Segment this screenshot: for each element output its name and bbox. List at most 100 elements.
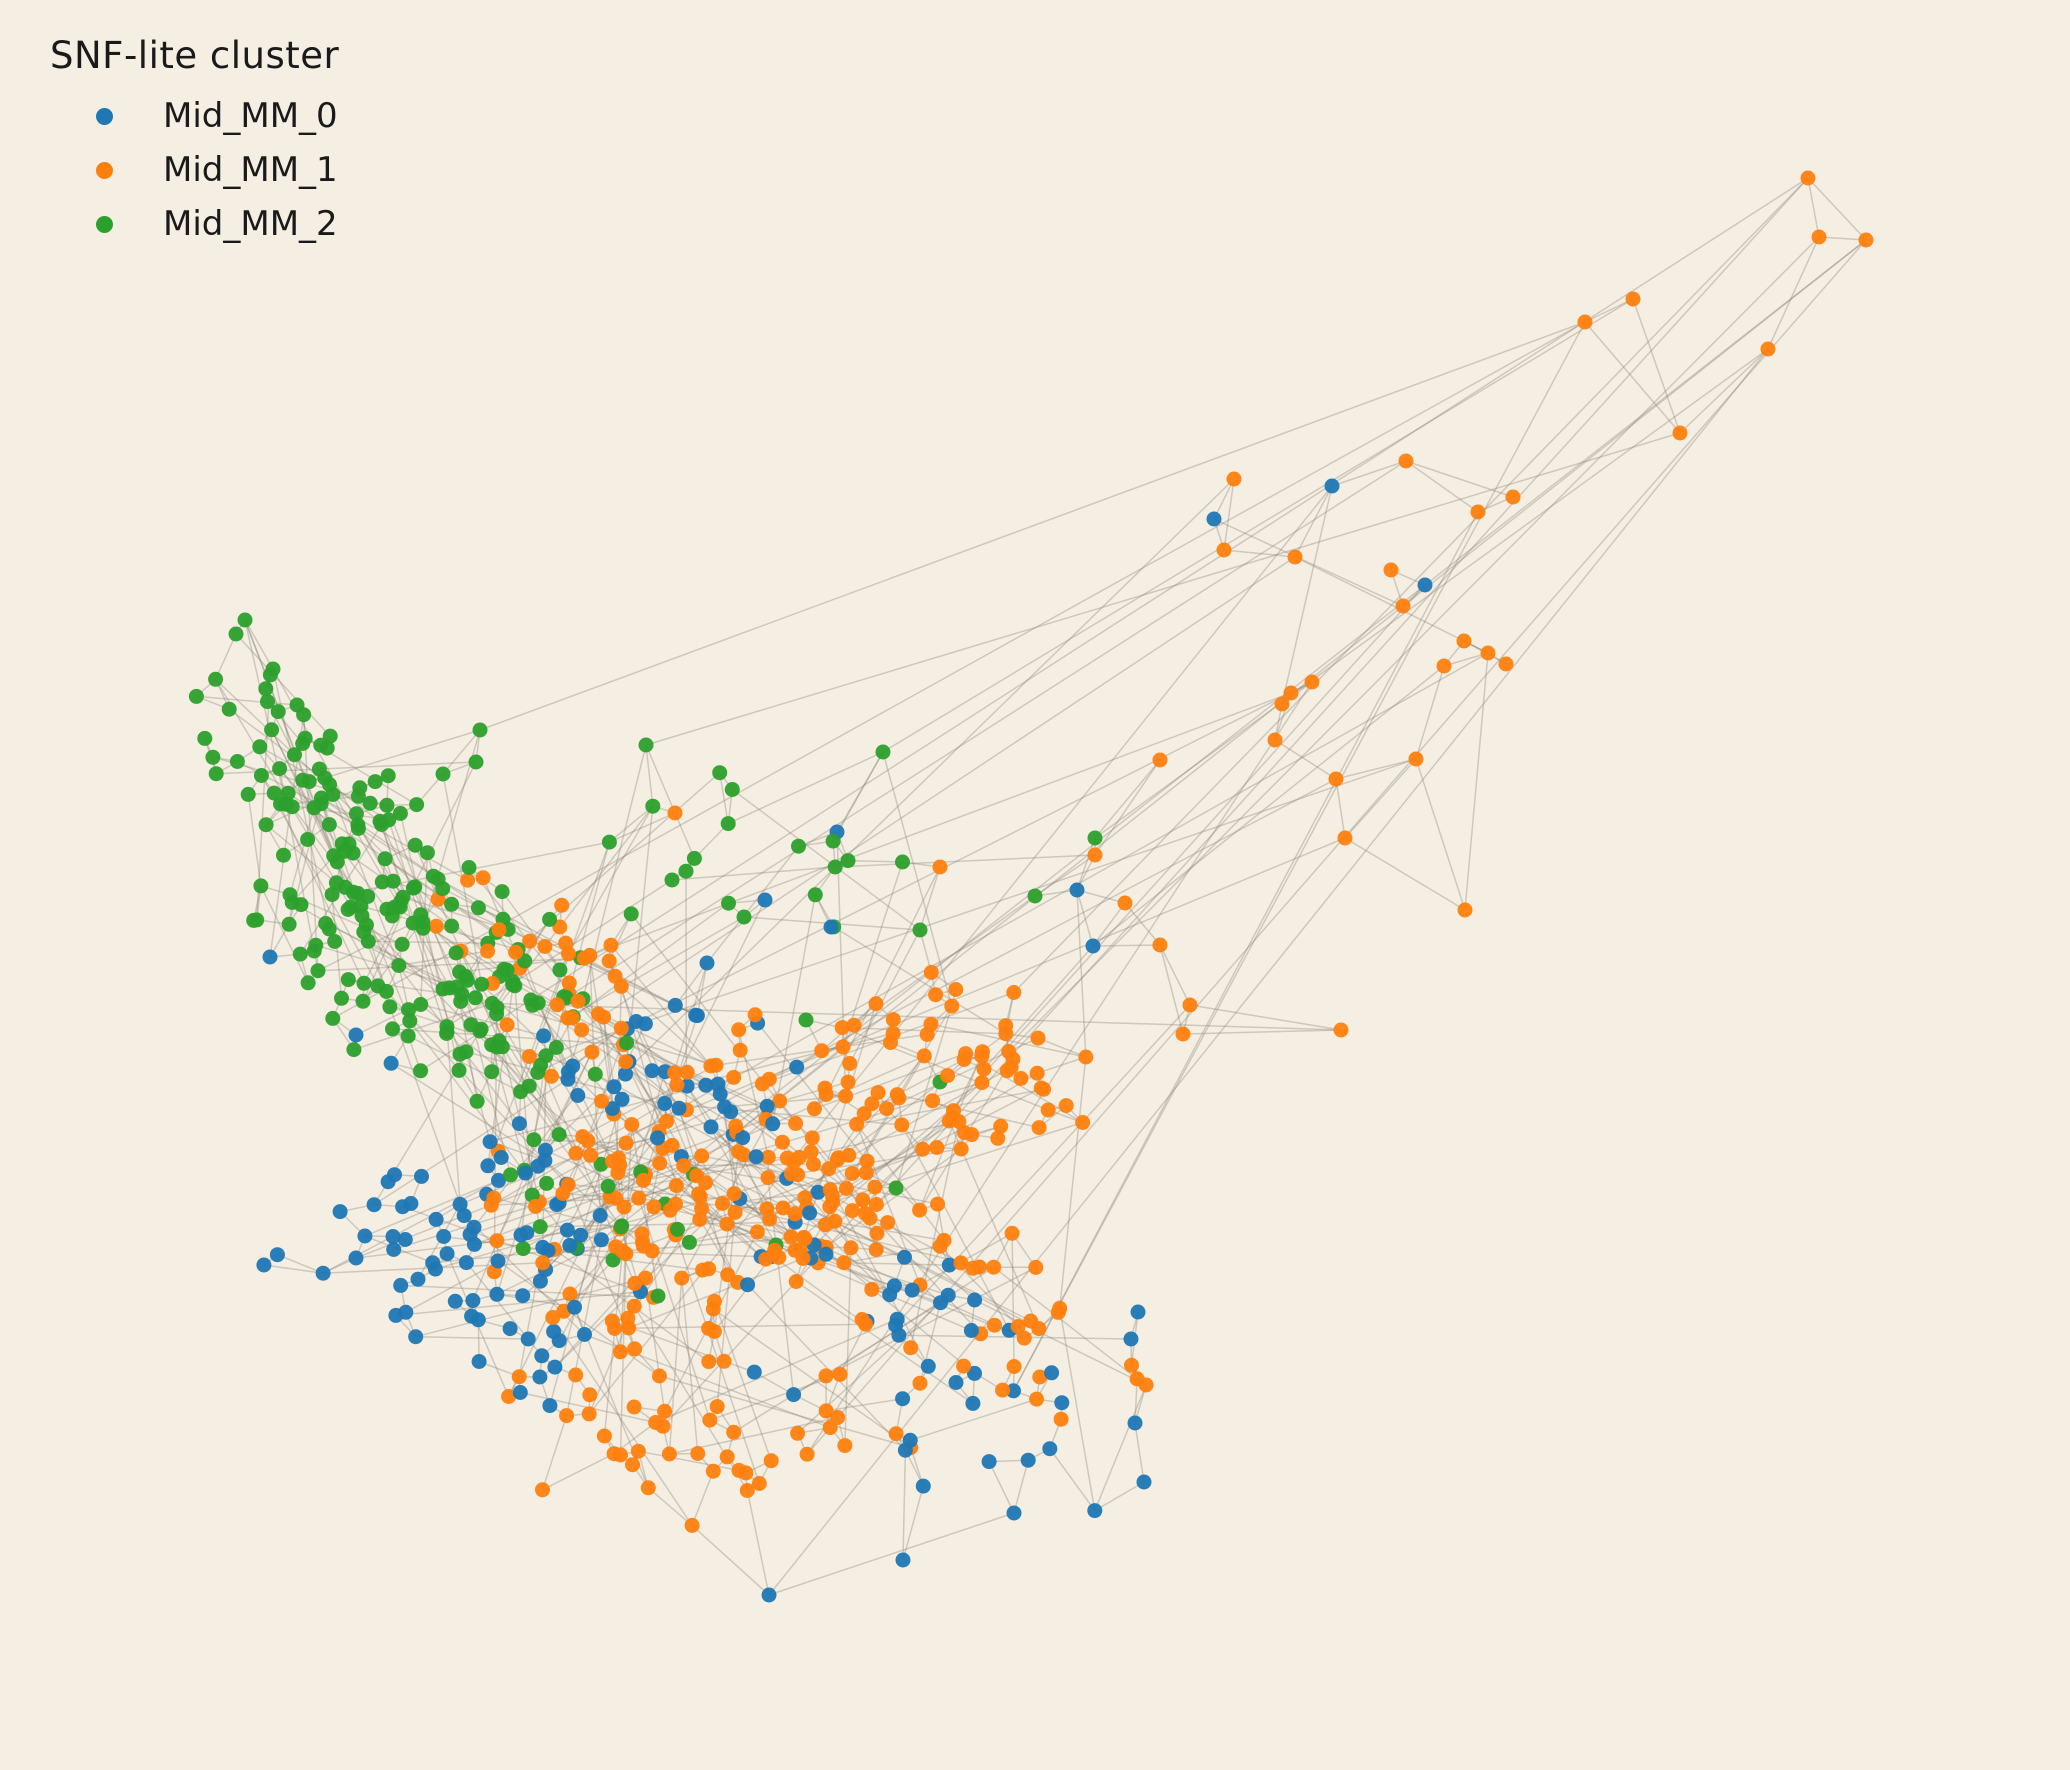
graph-node <box>272 761 288 777</box>
graph-node <box>394 936 410 952</box>
graph-node <box>517 1165 533 1181</box>
graph-node <box>735 1130 751 1146</box>
graph-node <box>661 1446 677 1462</box>
graph-node <box>857 1206 873 1221</box>
graph-node <box>485 976 500 991</box>
graph-node <box>467 990 483 1006</box>
graph-edge <box>896 1058 965 1096</box>
graph-node <box>856 1106 872 1122</box>
graph-node <box>645 798 661 814</box>
graph-edge <box>1092 665 1445 947</box>
graph-node <box>439 1246 455 1262</box>
graph-node <box>208 671 224 687</box>
graph-edge <box>523 960 569 1080</box>
graph-node <box>925 1093 940 1109</box>
graph-edge <box>235 633 331 737</box>
graph-edge <box>482 877 570 1073</box>
graph-edge <box>712 1308 912 1449</box>
graph-edge <box>842 861 904 1048</box>
graph-edge <box>826 1397 903 1412</box>
legend-item-mid-mm-0: Mid_MM_0 <box>50 89 339 143</box>
graph-node <box>380 1174 396 1190</box>
graph-node <box>932 859 948 875</box>
graph-node <box>616 1199 632 1215</box>
graph-edge <box>537 681 1313 1074</box>
graph-node <box>657 1096 673 1111</box>
graph-edge <box>535 1157 788 1208</box>
graph-node <box>555 1186 571 1201</box>
graph-edge <box>771 894 817 1124</box>
graph-node <box>482 1134 498 1150</box>
graph-edge <box>580 957 676 1007</box>
graph-node <box>377 851 393 867</box>
graph-node <box>382 999 398 1015</box>
graph-edge <box>835 854 1096 868</box>
graph-edge <box>368 940 488 945</box>
graph-edge <box>901 1124 1010 1331</box>
graph-edge <box>395 1291 641 1317</box>
graph-edge <box>350 906 530 1087</box>
graph-edge <box>389 1006 465 1216</box>
graph-node <box>867 1179 883 1195</box>
graph-node <box>703 1119 719 1135</box>
graph-node <box>471 1354 487 1369</box>
graph-edge <box>647 1487 693 1526</box>
graph-node <box>1028 1259 1044 1275</box>
graph-node <box>736 909 752 925</box>
graph-node <box>486 1190 502 1206</box>
graph-edge <box>1415 665 1445 760</box>
graph-node <box>822 1182 838 1198</box>
graph-edge <box>1294 556 1489 654</box>
graph-edge <box>638 1450 740 1472</box>
graph-edge <box>909 1121 960 1348</box>
graph-node <box>1117 895 1133 911</box>
graph-node <box>699 955 715 971</box>
graph-node <box>772 1093 788 1109</box>
graph-node <box>998 1026 1014 1042</box>
graph-edge <box>638 1197 711 1421</box>
graph-edge <box>409 1020 526 1174</box>
graph-node <box>240 786 256 802</box>
graph-node <box>760 1170 776 1186</box>
graph-node <box>362 795 378 811</box>
graph-node <box>385 1021 400 1037</box>
graph-node <box>472 722 488 738</box>
graph-edge <box>196 695 298 706</box>
graph-node <box>547 1359 563 1375</box>
graph-edge <box>747 1284 906 1451</box>
graph-node <box>930 1196 946 1212</box>
graph-node <box>650 1130 665 1146</box>
graph-node <box>205 749 221 765</box>
graph-node <box>489 1286 505 1302</box>
graph-node <box>855 1192 871 1208</box>
graph-node <box>400 1028 416 1044</box>
graph-node <box>1625 291 1641 307</box>
graph-node <box>592 1208 608 1223</box>
graph-node <box>542 911 558 927</box>
graph-node <box>221 701 237 717</box>
graph-edge <box>1335 778 1346 839</box>
graph-node <box>348 1027 364 1043</box>
graph-node <box>705 1463 721 1479</box>
graph-node <box>798 1012 814 1028</box>
graph-node <box>1800 170 1816 186</box>
graph-edge <box>674 812 696 859</box>
graph-node <box>386 1242 402 1257</box>
graph-node <box>253 878 269 894</box>
graph-node <box>667 1065 683 1081</box>
graph-node <box>1040 1102 1056 1118</box>
graph-node <box>538 1048 554 1064</box>
graph-node <box>759 1098 775 1114</box>
graph-node <box>1456 633 1472 649</box>
graph-node <box>535 1239 551 1255</box>
graph-node <box>539 1175 555 1191</box>
graph-edge <box>627 1061 808 1208</box>
graph-node <box>350 817 366 833</box>
graph-node <box>326 848 342 864</box>
graph-node <box>1283 685 1299 701</box>
graph-edge <box>683 1164 891 1296</box>
graph-node <box>1383 562 1399 578</box>
graph-node <box>789 1059 805 1075</box>
graph-edge <box>608 913 632 962</box>
